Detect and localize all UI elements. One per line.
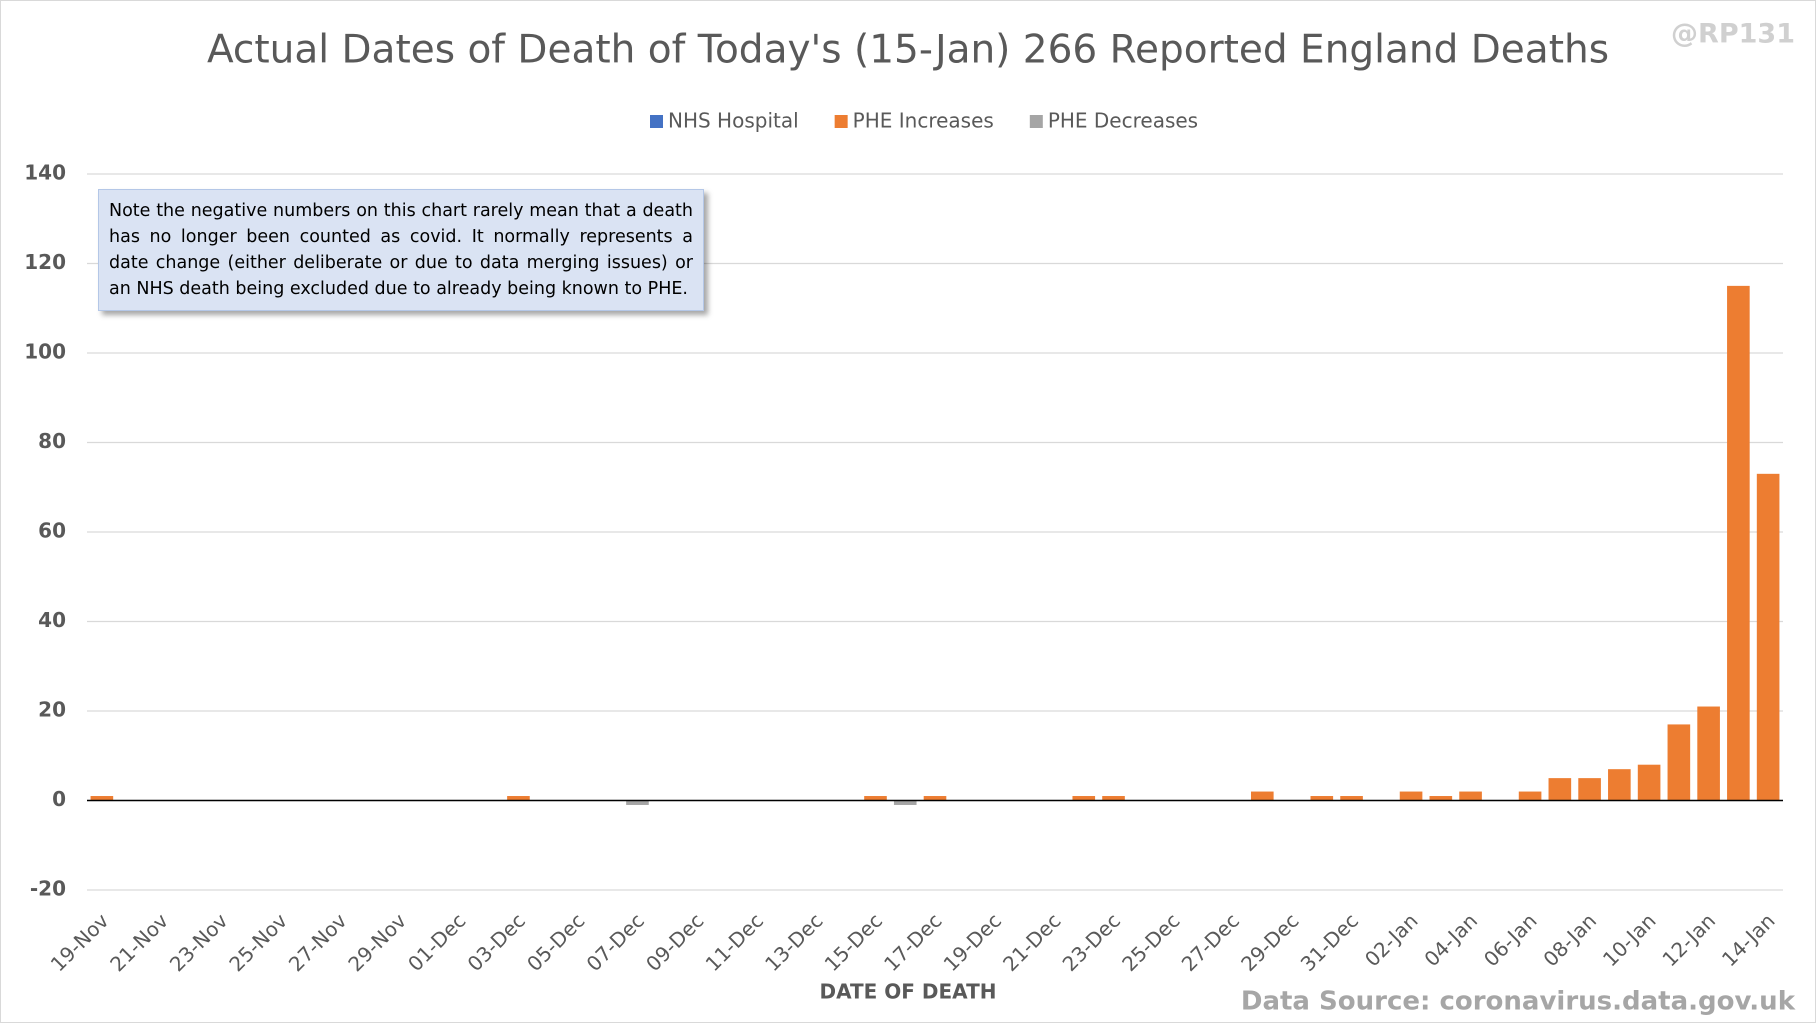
legend-label: PHE Increases: [853, 109, 994, 133]
y-tick-label: 60: [38, 519, 66, 543]
legend-swatch: [1029, 115, 1043, 128]
x-tick-label: 04-Jan: [1419, 909, 1482, 972]
bar: [1578, 778, 1601, 801]
bar: [1250, 791, 1274, 801]
bar: [1518, 791, 1542, 801]
bar: [893, 800, 917, 805]
x-tick-label: 27-Dec: [1177, 909, 1244, 976]
y-tick-label: -20: [30, 877, 66, 901]
x-tick-label: 07-Dec: [582, 909, 649, 976]
x-tick-label: 17-Dec: [879, 909, 946, 976]
x-tick-label: 29-Dec: [1236, 909, 1303, 976]
bar: [1727, 285, 1750, 801]
bar: [1310, 796, 1334, 801]
legend-swatch: [650, 115, 663, 128]
y-tick-label: 0: [52, 787, 66, 811]
y-tick-label: 100: [24, 340, 66, 364]
x-tick-label: 23-Nov: [165, 908, 233, 976]
x-tick-label: 23-Dec: [1058, 909, 1125, 976]
x-tick-label: 02-Jan: [1360, 909, 1423, 972]
y-tick-label: 40: [38, 608, 66, 632]
x-tick-label: 25-Nov: [224, 908, 292, 976]
bar: [1608, 769, 1631, 801]
x-tick-label: 12-Jan: [1657, 909, 1720, 972]
y-tick-label: 20: [38, 698, 66, 722]
x-tick-label: 15-Dec: [820, 909, 887, 976]
legend-label: NHS Hospital: [668, 109, 799, 133]
source: Data Source: coronavirus.data.gov.uk: [1241, 987, 1796, 1017]
chart-title: Actual Dates of Death of Today's (15-Jan…: [207, 28, 1609, 73]
y-tick-label: 80: [38, 429, 66, 453]
x-axis-title: DATE OF DEATH: [820, 980, 997, 1004]
legend-label: PHE Decreases: [1048, 109, 1198, 133]
bar: [1637, 764, 1661, 801]
bar: [1548, 778, 1572, 801]
bar: [1697, 706, 1720, 801]
bar: [1756, 473, 1780, 801]
x-tick-label: 09-Dec: [641, 909, 708, 976]
x-tick-label: 08-Jan: [1538, 909, 1601, 972]
bar: [1667, 724, 1691, 801]
x-tick-label: 11-Dec: [701, 909, 768, 976]
x-tick-label: 03-Dec: [463, 909, 530, 976]
x-tick-label: 21-Dec: [998, 909, 1065, 976]
bar: [1429, 796, 1453, 801]
bar: [864, 796, 887, 801]
bar: [923, 796, 947, 801]
bar: [507, 796, 530, 801]
x-tick-label: 10-Jan: [1598, 909, 1661, 972]
x-tick-label: 13-Dec: [760, 909, 827, 976]
bar: [626, 800, 649, 805]
bar: [90, 796, 114, 801]
x-tick-label: 25-Dec: [1117, 909, 1184, 976]
x-tick-label: 19-Nov: [46, 908, 114, 976]
x-tick-label: 21-Nov: [105, 908, 173, 976]
y-tick-label: 120: [24, 250, 66, 274]
x-tick-label: 14-Jan: [1717, 909, 1780, 972]
bar: [1459, 791, 1482, 801]
x-tick-label: 01-Dec: [403, 909, 470, 976]
x-tick-label: 05-Dec: [522, 909, 589, 976]
bar: [1399, 791, 1423, 801]
legend-swatch: [834, 115, 848, 128]
bar: [1102, 796, 1125, 801]
x-tick-label: 19-Dec: [939, 909, 1006, 976]
bar: [1072, 796, 1096, 801]
note: Note the negative numbers on this chart …: [98, 189, 704, 311]
bar: [1340, 796, 1363, 801]
x-tick-label: 06-Jan: [1479, 909, 1542, 972]
y-tick-label: 140: [24, 161, 66, 185]
x-tick-label: 27-Nov: [284, 908, 352, 976]
watermark: @RP131: [1671, 19, 1795, 50]
x-tick-label: 31-Dec: [1296, 909, 1363, 976]
x-tick-label: 29-Nov: [343, 908, 411, 976]
